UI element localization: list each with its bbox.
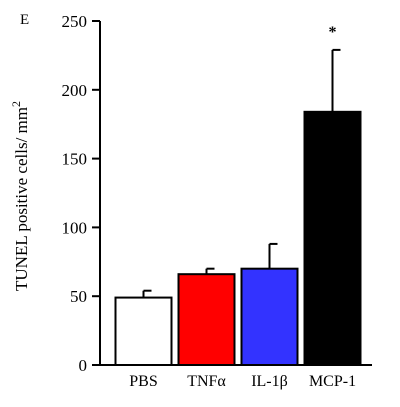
y-axis-label-superscript: 2	[9, 101, 23, 107]
y-tick-label: 100	[62, 218, 88, 237]
bar	[240, 267, 299, 366]
significance-marker: *	[329, 24, 337, 41]
panel-label: E	[20, 12, 29, 28]
x-tick-label: PBS	[129, 373, 157, 390]
y-tick-label: 200	[62, 81, 88, 100]
x-tick-label: TNFα	[187, 373, 226, 390]
y-tick-label: 50	[70, 287, 87, 306]
chart-marks: 0 50 100 150 200 250 PBS TNFα IL-1β MCP-1 *	[62, 12, 372, 390]
y-axis-label-main: TUNEL positive cells/ mm	[12, 107, 31, 291]
bar	[177, 273, 236, 366]
bar	[114, 296, 173, 366]
y-tick-label: 150	[62, 150, 88, 169]
x-tick-label: MCP-1	[309, 373, 356, 390]
y-tick-label: 0	[79, 356, 88, 375]
y-tick-label: 250	[62, 12, 88, 31]
y-axis-label: TUNEL positive cells/ mm2	[9, 101, 31, 291]
x-tick-label: IL-1β	[251, 373, 288, 390]
bar	[303, 110, 362, 367]
